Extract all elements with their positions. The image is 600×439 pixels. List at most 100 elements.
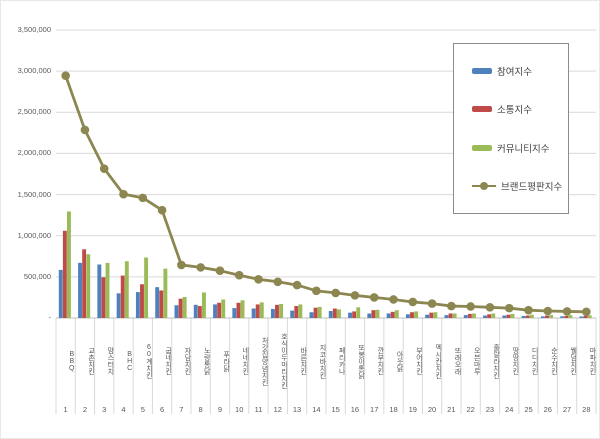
legend-item-communication-index: 소통지수	[472, 102, 568, 116]
line-marker-rank-6	[157, 205, 167, 215]
rank-number: 16	[350, 405, 360, 414]
bar-1-rank-27	[564, 315, 569, 318]
y-axis-label: 2,000,000	[17, 148, 51, 158]
bar-1-rank-23	[487, 314, 492, 318]
bar-0-rank-2	[78, 262, 82, 318]
rank-number: 17	[370, 405, 379, 414]
line-marker-rank-20	[427, 299, 437, 308]
line-marker-rank-3	[99, 164, 109, 173]
rank-number: 6	[159, 405, 165, 414]
line-marker-rank-16	[350, 291, 360, 300]
x-axis-label-rank-27: 웰덤치킨	[569, 347, 577, 375]
legend-label: 커뮤니티지수	[497, 143, 550, 155]
line-marker-rank-25	[524, 305, 533, 315]
legend-label: 소통지수	[497, 105, 532, 117]
bar-1-rank-10	[236, 302, 241, 318]
bar-2-rank-4	[124, 261, 129, 318]
bar-2-rank-1	[67, 211, 71, 318]
bar-0-rank-7	[174, 305, 179, 318]
bar-1-rank-17	[371, 310, 376, 318]
line-marker-rank-13	[292, 280, 302, 290]
x-axis-label-rank-24: 땅땅치킨	[511, 347, 519, 375]
rank-number: 21	[447, 405, 456, 414]
bar-2-rank-5	[144, 257, 149, 318]
bar-2-rank-22	[472, 313, 476, 318]
rank-number: 26	[543, 405, 552, 414]
brand-reputation-line	[64, 75, 587, 314]
legend-line-marker-icon	[472, 181, 496, 190]
bar-0-rank-12	[270, 308, 275, 318]
rank-number: 14	[312, 405, 321, 414]
rank-number: 23	[485, 405, 495, 414]
line-marker-rank-12	[273, 277, 283, 287]
bar-0-rank-22	[463, 315, 468, 318]
legend: 참여지수 소통지수 커뮤니티지수 브랜드평판지수	[453, 43, 569, 214]
bar-0-rank-28	[579, 316, 584, 318]
bar-0-rank-14	[309, 312, 314, 318]
line-marker-rank-15	[331, 288, 340, 298]
y-axis-label: -	[48, 313, 52, 322]
bar-0-rank-6	[155, 287, 160, 318]
bar-1-rank-16	[352, 311, 357, 318]
rank-number: 20	[427, 405, 437, 414]
bar-0-rank-8	[193, 304, 198, 318]
rank-number: 15	[331, 405, 340, 414]
rank-number: 22	[466, 405, 475, 414]
bar-2-rank-8	[202, 292, 206, 318]
bar-1-rank-22	[467, 313, 472, 318]
bar-2-rank-16	[356, 307, 361, 318]
bar-0-rank-20	[425, 314, 430, 318]
x-axis-label-rank-8: 노랑통닭	[203, 347, 211, 375]
bar-2-rank-19	[414, 311, 419, 318]
rank-number: 11	[254, 405, 263, 414]
y-axis-label: 3,000,000	[17, 66, 51, 76]
rank-number: 3	[102, 405, 107, 414]
x-axis-label-rank-19: 부어치킨	[415, 347, 423, 375]
line-marker-rank-9	[215, 266, 225, 275]
bar-2-rank-7	[182, 297, 187, 318]
bar-1-rank-15	[332, 308, 337, 318]
bar-2-rank-27	[568, 315, 573, 318]
y-axis-label: 3,500,000	[17, 25, 51, 34]
x-axis-label-rank-22: 오븐마루	[473, 347, 481, 375]
bar-1-rank-18	[390, 311, 395, 318]
bar-0-rank-1	[58, 269, 63, 318]
y-axis-label: 1,000,000	[17, 230, 51, 240]
bar-0-rank-24	[502, 315, 507, 318]
x-axis-label-rank-6: 굽네치킨	[164, 347, 172, 375]
legend-swatch-green	[472, 144, 492, 151]
x-axis-label-rank-4: BHC	[126, 350, 134, 372]
bar-2-rank-12	[279, 304, 284, 318]
x-axis-label-rank-23: 훌랄라치킨	[492, 343, 500, 379]
legend-item-brand-reputation-index: 브랜드평판지수	[472, 179, 568, 193]
line-marker-rank-2	[80, 125, 90, 135]
bar-0-rank-25	[521, 315, 526, 318]
bar-2-rank-21	[452, 313, 457, 318]
bar-1-rank-6	[159, 290, 164, 318]
bar-0-rank-19	[405, 314, 410, 318]
bar-1-rank-1	[62, 230, 67, 318]
bar-1-rank-7	[178, 298, 183, 318]
bar-1-rank-3	[101, 277, 106, 318]
x-axis-label-rank-2: 교촌치킨	[87, 347, 95, 375]
x-axis-label-rank-1: BBQ	[68, 350, 76, 372]
x-axis-label-rank-13: 바른치킨	[299, 347, 307, 375]
bar-2-rank-15	[337, 309, 341, 318]
bar-1-rank-19	[410, 312, 414, 318]
line-marker-rank-26	[543, 306, 553, 316]
x-axis-label-rank-17: 깐부치킨	[376, 347, 384, 375]
line-marker-rank-23	[485, 303, 495, 312]
bar-1-rank-2	[82, 249, 87, 318]
line-marker-rank-8	[196, 263, 205, 272]
bar-0-rank-3	[97, 264, 102, 318]
x-axis-label-rank-3: 맘스터치	[106, 347, 114, 375]
bar-0-rank-5	[135, 292, 140, 318]
x-axis-label-rank-21: 또래오래	[453, 347, 461, 375]
bar-2-rank-11	[259, 302, 264, 318]
bar-2-rank-2	[86, 254, 91, 318]
x-axis-label-rank-16: 또봉이통닭	[357, 343, 365, 379]
bar-1-rank-26	[545, 315, 549, 318]
x-axis-label-rank-11: 처갓집양념치킨	[261, 336, 269, 386]
legend-item-community-index: 커뮤니티지수	[472, 141, 568, 155]
line-marker-rank-5	[138, 193, 148, 203]
